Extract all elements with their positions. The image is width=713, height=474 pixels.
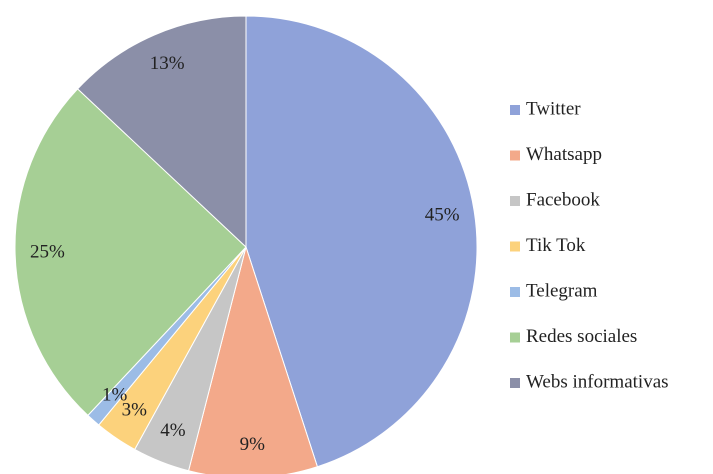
legend-label: Tik Tok: [526, 235, 586, 256]
legend-label: Webs informativas: [526, 371, 669, 392]
legend-label: Telegram: [526, 280, 598, 301]
legend-label: Facebook: [526, 189, 600, 210]
data-label: 1%: [102, 384, 128, 405]
data-label: 9%: [240, 434, 266, 455]
data-label: 4%: [160, 420, 186, 441]
legend-swatch: [510, 287, 520, 297]
legend-label: Redes sociales: [526, 326, 637, 347]
data-label: 45%: [425, 204, 460, 225]
pie-slice: [14, 88, 247, 417]
legend-swatch: [510, 378, 520, 388]
pie-slice: [245, 15, 478, 468]
legend-label: Twitter: [526, 98, 581, 119]
legend-swatch: [510, 332, 520, 343]
legend-label: Whatsapp: [526, 144, 602, 165]
data-label: 25%: [30, 242, 65, 263]
legend-swatch: [510, 150, 520, 161]
data-label: 3%: [122, 400, 148, 421]
pie-slice: [76, 15, 247, 249]
pie-slice: [187, 245, 319, 474]
data-label: 13%: [150, 53, 185, 74]
legend-swatch: [510, 241, 520, 252]
legend-swatch: [510, 105, 520, 115]
legend-swatch: [510, 196, 520, 206]
